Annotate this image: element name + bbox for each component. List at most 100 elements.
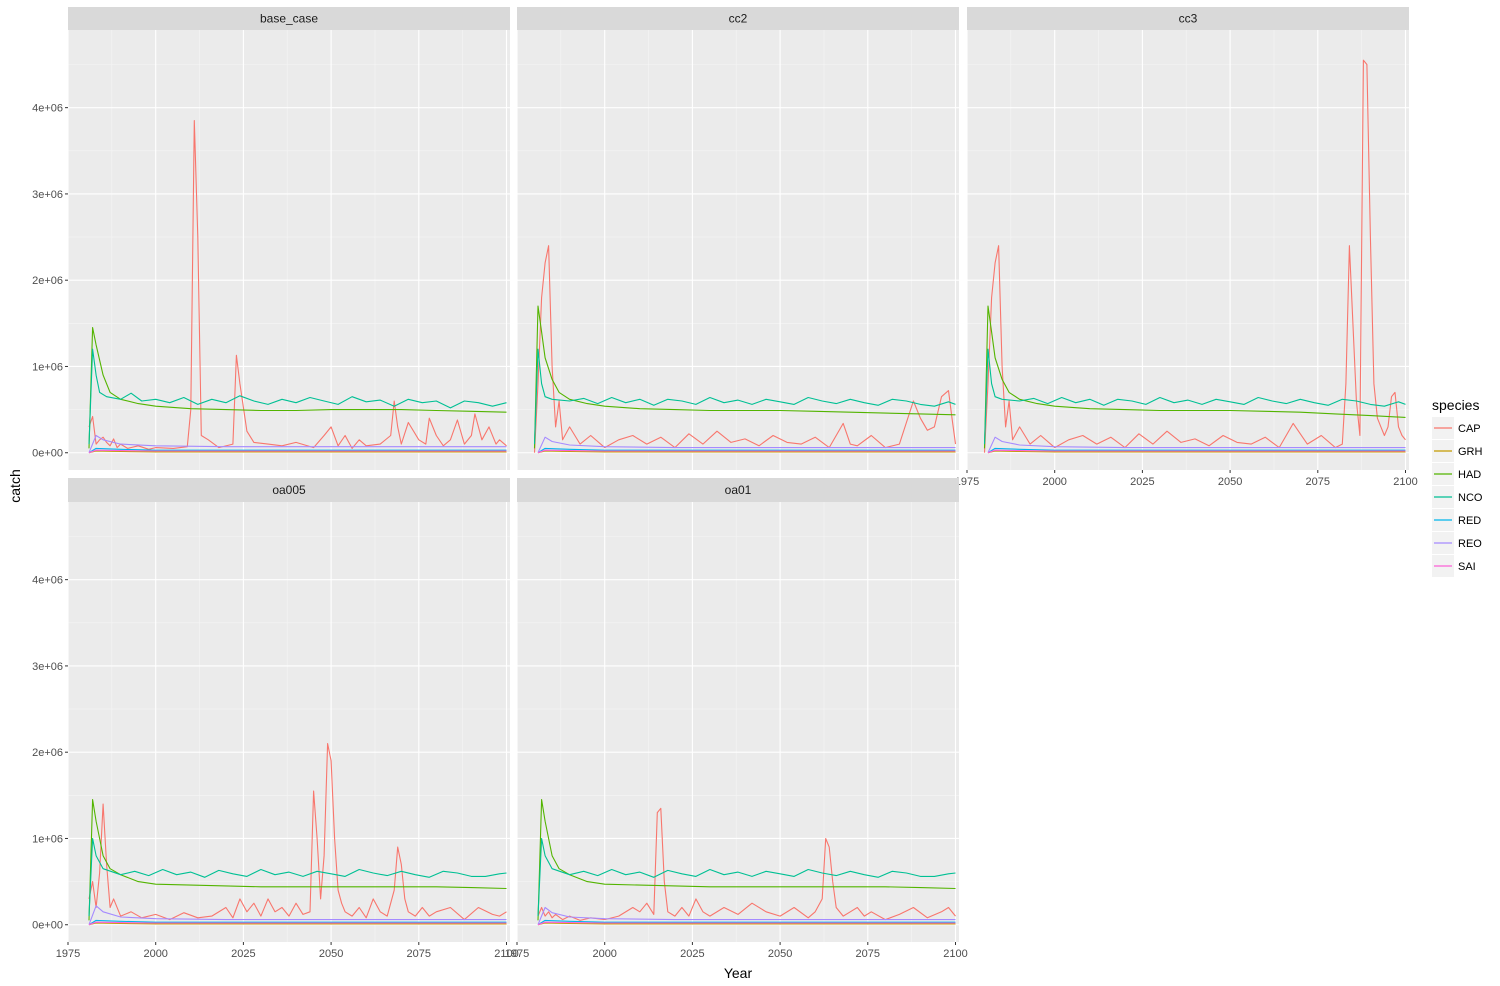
panel-oa005: oa005 0e+00 1e+06 2e+06 3e+06 4e+06 1975 2000 20… (32, 478, 519, 960)
series-lines (533, 245, 957, 454)
series-line-red (88, 447, 507, 454)
panel-cc2: cc2 (516, 7, 959, 470)
series-line-sai (88, 449, 507, 454)
series-line-nco (88, 348, 507, 445)
series-lines (983, 59, 1406, 454)
panel-strip-label: base_case (260, 12, 318, 26)
panel-background (68, 502, 510, 942)
x-tick-label: 2025 (231, 948, 255, 960)
series-line-cap (983, 59, 1406, 453)
y-tick-label: 2e+06 (32, 275, 63, 287)
series-line-sai (88, 921, 507, 926)
panel-background (967, 30, 1409, 470)
y-tick-label: 3e+06 (32, 189, 63, 201)
series-line-had (88, 799, 507, 921)
panel-background (68, 30, 510, 470)
legend-label: REO (1458, 538, 1482, 550)
x-tick-label: 2075 (856, 948, 880, 960)
panel-strip-label: cc3 (1179, 12, 1198, 26)
series-line-sai (537, 921, 956, 926)
gridlines (67, 30, 510, 470)
series-line-reo (537, 436, 956, 453)
series-line-cap (88, 120, 507, 450)
y-tick-label: 1e+06 (32, 361, 63, 373)
panel-strip (517, 478, 959, 502)
y-tick-label: 4e+06 (32, 103, 63, 115)
legend-label: CAP (1458, 423, 1481, 435)
panel-strip (68, 478, 510, 502)
x-axis-title: Year (724, 965, 753, 981)
series-line-red (537, 919, 956, 926)
x-tick-label: 2100 (494, 948, 518, 960)
legend: species CAP GRH HAD NCO RED REO SAI (1432, 397, 1483, 577)
panel-base_case: base_case 0e+00 1e+06 2e+06 3e+06 4e+06 (32, 7, 510, 470)
x-tick-label: 2100 (1393, 476, 1417, 488)
gridlines (966, 30, 1409, 470)
legend-item-reo: REO (1432, 532, 1482, 554)
panel-strip (517, 7, 959, 30)
y-tick-label: 2e+06 (32, 747, 63, 759)
series-line-nco (537, 837, 956, 917)
legend-item-nco: NCO (1432, 486, 1483, 508)
x-tick-label: 2050 (1218, 476, 1242, 488)
panel-oa01: oa01 1975 2000 2025 2050 2075 2100 (505, 478, 968, 960)
y-tick-label: 1e+06 (32, 833, 63, 845)
series-line-cap (537, 807, 956, 921)
y-tick-label: 0e+00 (32, 920, 63, 932)
series-lines (88, 120, 507, 454)
x-tick-label: 2050 (768, 948, 792, 960)
series-line-red (987, 447, 1406, 454)
x-axis: 1975 2000 2025 2050 2075 2100 (955, 470, 1418, 488)
x-tick-label: 2000 (143, 948, 167, 960)
series-line-reo (88, 434, 507, 453)
panel-strip-label: cc2 (729, 12, 748, 26)
legend-label: NCO (1458, 492, 1483, 504)
series-line-cap (88, 743, 507, 921)
series-line-reo (537, 906, 956, 925)
legend-item-had: HAD (1432, 463, 1481, 485)
gridlines (516, 30, 959, 470)
x-tick-label: 2000 (592, 948, 616, 960)
gridlines (516, 502, 959, 942)
legend-item-sai: SAI (1432, 555, 1476, 577)
panel-background (517, 502, 959, 942)
x-tick-label: 2025 (1130, 476, 1154, 488)
y-tick-label: 0e+00 (32, 448, 63, 460)
series-line-nco (983, 348, 1406, 445)
x-axis: 1975 2000 2025 2050 2075 2100 (505, 942, 968, 960)
legend-title: species (1432, 397, 1479, 413)
legend-item-red: RED (1432, 509, 1481, 531)
series-line-sai (537, 449, 956, 454)
series-line-reo (987, 436, 1406, 453)
series-line-sai (987, 449, 1406, 454)
y-tick-label: 3e+06 (32, 661, 63, 673)
legend-item-cap: CAP (1432, 417, 1481, 439)
x-tick-label: 1975 (505, 948, 529, 960)
panel-background (517, 30, 959, 470)
legend-label: HAD (1458, 469, 1481, 481)
x-tick-label: 2000 (1042, 476, 1066, 488)
series-line-reo (88, 905, 507, 925)
series-line-red (88, 919, 507, 926)
x-tick-label: 2025 (680, 948, 704, 960)
x-tick-label: 1975 (955, 476, 979, 488)
y-tick-label: 4e+06 (32, 575, 63, 587)
legend-label: RED (1458, 515, 1481, 527)
x-tick-label: 1975 (56, 948, 80, 960)
legend-label: SAI (1458, 561, 1476, 573)
panel-strip-label: oa005 (272, 483, 306, 497)
series-line-nco (88, 837, 507, 917)
series-line-had (983, 305, 1406, 449)
x-tick-label: 2100 (943, 948, 967, 960)
series-line-cap (533, 245, 957, 453)
panel-strip-label: oa01 (725, 483, 752, 497)
x-axis: 1975 2000 2025 2050 2075 2100 (56, 942, 519, 960)
x-tick-label: 2075 (407, 948, 431, 960)
legend-label: GRH (1458, 446, 1483, 458)
series-line-had (533, 305, 956, 449)
panel-strip (68, 7, 510, 30)
panel-cc3: cc3 1975 2000 2025 2050 2075 2100 (955, 7, 1418, 488)
y-axis-title: catch (7, 469, 23, 502)
legend-item-grh: GRH (1432, 440, 1483, 462)
